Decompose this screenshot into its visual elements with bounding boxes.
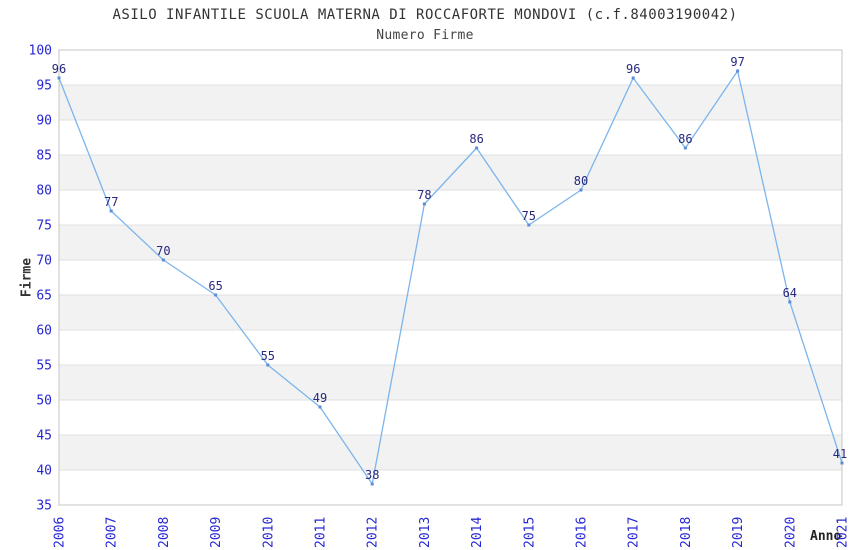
plot-band bbox=[59, 85, 842, 120]
data-point-marker bbox=[266, 363, 270, 367]
x-tick-label: 2013 bbox=[418, 517, 433, 548]
x-tick-label: 2016 bbox=[575, 517, 590, 548]
y-tick-label: 95 bbox=[36, 79, 52, 94]
plot-band bbox=[59, 50, 842, 85]
data-point-label: 96 bbox=[52, 62, 66, 76]
plot-band bbox=[59, 190, 842, 225]
data-point-label: 80 bbox=[574, 174, 588, 188]
x-tick-label: 2008 bbox=[157, 517, 172, 548]
x-tick-label: 2019 bbox=[731, 517, 746, 548]
plot-band bbox=[59, 225, 842, 260]
data-point-marker bbox=[57, 76, 61, 80]
data-point-label: 75 bbox=[522, 209, 536, 223]
chart-subtitle: Numero Firme bbox=[376, 28, 474, 43]
x-tick-label: 2021 bbox=[836, 517, 850, 548]
data-point-marker bbox=[736, 69, 740, 73]
data-point-marker bbox=[788, 300, 792, 304]
data-point-marker bbox=[370, 482, 374, 486]
plot-band bbox=[59, 470, 842, 505]
plot-band bbox=[59, 295, 842, 330]
x-tick-label: 2012 bbox=[366, 517, 381, 548]
data-point-marker bbox=[318, 405, 322, 409]
data-point-marker bbox=[579, 188, 583, 192]
x-tick-label: 2017 bbox=[627, 517, 642, 548]
x-tick-label: 2011 bbox=[314, 517, 329, 548]
y-tick-label: 50 bbox=[36, 394, 52, 409]
x-tick-label: 2010 bbox=[261, 517, 276, 548]
y-tick-label: 55 bbox=[36, 359, 52, 374]
plot-border bbox=[58, 49, 843, 506]
series-line bbox=[58, 70, 843, 485]
y-tick-label: 80 bbox=[36, 184, 52, 199]
y-tick-label: 65 bbox=[36, 289, 52, 304]
x-tick-label: 2009 bbox=[209, 517, 224, 548]
data-point-label: 86 bbox=[469, 132, 483, 146]
data-point-label: 65 bbox=[208, 279, 222, 293]
y-tick-label: 85 bbox=[36, 149, 52, 164]
data-point-label: 86 bbox=[678, 132, 692, 146]
plot-band bbox=[59, 330, 842, 365]
y-tick-label: 70 bbox=[36, 254, 52, 269]
data-point-marker bbox=[631, 76, 635, 80]
plot-band bbox=[59, 435, 842, 470]
data-point-label: 55 bbox=[261, 349, 275, 363]
y-tick-label: 60 bbox=[36, 324, 52, 339]
data-point-label: 64 bbox=[783, 286, 797, 300]
x-tick-label: 2007 bbox=[105, 517, 120, 548]
plot-band bbox=[59, 260, 842, 295]
data-point-label: 97 bbox=[730, 55, 744, 69]
x-tick-label: 2018 bbox=[679, 517, 694, 548]
data-point-marker bbox=[161, 258, 165, 262]
data-point-marker bbox=[475, 146, 479, 150]
y-tick-label: 75 bbox=[36, 219, 52, 234]
data-point-label: 38 bbox=[365, 468, 379, 482]
data-point-label: 77 bbox=[104, 195, 118, 209]
y-tick-label: 40 bbox=[36, 464, 52, 479]
plot-band bbox=[59, 120, 842, 155]
x-tick-label: 2006 bbox=[53, 517, 68, 548]
data-point-label: 96 bbox=[626, 62, 640, 76]
chart-title: ASILO INFANTILE SCUOLA MATERNA DI ROCCAF… bbox=[112, 7, 738, 23]
data-point-marker bbox=[683, 146, 687, 150]
x-tick-label: 2014 bbox=[470, 517, 485, 548]
data-point-marker bbox=[527, 223, 531, 227]
data-point-label: 78 bbox=[417, 188, 431, 202]
x-tick-label: 2015 bbox=[522, 517, 537, 548]
data-point-marker bbox=[840, 461, 844, 465]
x-tick-label: 2020 bbox=[783, 517, 798, 548]
data-point-label: 70 bbox=[156, 244, 170, 258]
plot-band bbox=[59, 155, 842, 190]
y-tick-label: 100 bbox=[29, 44, 52, 59]
data-point-label: 49 bbox=[313, 391, 327, 405]
x-axis-title: Anno bbox=[810, 529, 842, 544]
plot-band bbox=[59, 365, 842, 400]
y-tick-label: 45 bbox=[36, 429, 52, 444]
y-tick-label: 90 bbox=[36, 114, 52, 129]
data-point-marker bbox=[109, 209, 113, 213]
data-point-marker bbox=[214, 293, 218, 297]
data-point-label: 41 bbox=[833, 447, 847, 461]
plot-band bbox=[59, 400, 842, 435]
data-point-marker bbox=[422, 202, 426, 206]
y-tick-label: 35 bbox=[36, 499, 52, 514]
